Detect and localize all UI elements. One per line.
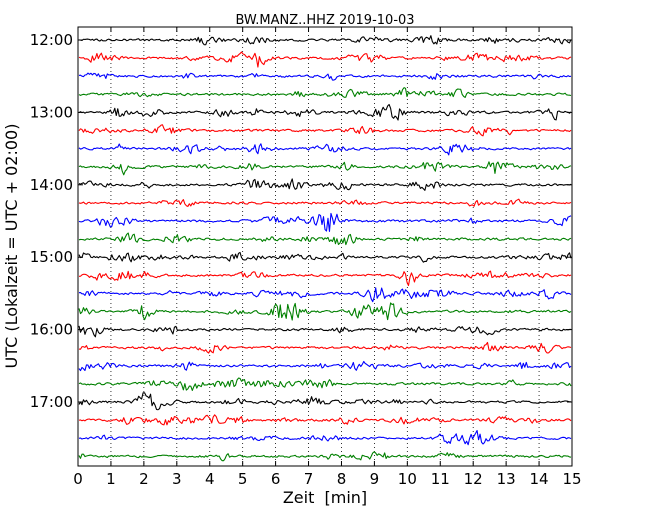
seismic-trace (78, 251, 572, 263)
y-tick-label: 15:00 (30, 248, 73, 266)
seismic-trace (78, 270, 572, 287)
x-tick-label: 0 (73, 470, 83, 488)
seismic-trace (78, 87, 572, 99)
x-tick-label: 5 (238, 470, 248, 488)
y-axis: 12:00 13:00 14:00 15:00 16:00 17:00 (30, 31, 572, 411)
seismic-trace (78, 232, 572, 246)
seismic-trace (78, 178, 572, 191)
seismic-trace (78, 35, 572, 46)
x-tick-label: 13 (497, 470, 516, 488)
y-tick-label: 14:00 (30, 176, 73, 194)
x-tick-label: 9 (370, 470, 380, 488)
seismic-trace (78, 198, 572, 207)
plot-frame (77, 26, 573, 467)
trace-group (78, 35, 572, 462)
x-tick-label: 11 (431, 470, 450, 488)
chart-title: BW.MANZ..HHZ 2019-10-03 (235, 13, 414, 28)
y-tick-label: 16:00 (30, 321, 73, 339)
x-tick-label: 4 (205, 470, 215, 488)
x-tick-label: 7 (304, 470, 314, 488)
x-tick-label: 10 (398, 470, 417, 488)
seismic-trace (78, 143, 572, 156)
seismic-trace (78, 429, 572, 446)
x-axis-label: Zeit [min] (283, 488, 367, 507)
seismic-trace (78, 212, 572, 232)
seismic-trace (78, 51, 572, 68)
x-axis: 0 1 2 3 4 5 6 7 8 9 10 11 12 13 14 15 (73, 27, 582, 488)
seismic-trace (78, 377, 572, 392)
x-tick-label: 6 (271, 470, 281, 488)
x-tick-label: 2 (139, 470, 149, 488)
seismic-trace (78, 360, 572, 372)
seismic-trace (78, 451, 572, 462)
y-tick-label: 13:00 (30, 103, 73, 121)
seismic-trace (78, 392, 572, 411)
x-tick-label: 1 (106, 470, 116, 488)
seismic-trace (78, 302, 572, 321)
vertical-grid (110, 27, 540, 466)
y-axis-label: UTC (Lokalzeit = UTC + 02:00) (2, 124, 21, 369)
seismic-trace (78, 325, 572, 338)
seismic-trace (78, 161, 572, 176)
seismic-trace (78, 414, 572, 426)
seismic-trace (78, 72, 572, 81)
x-tick-label: 14 (530, 470, 549, 488)
seismic-trace (78, 287, 572, 303)
x-tick-label: 8 (337, 470, 347, 488)
x-tick-label: 3 (172, 470, 182, 488)
x-tick-label: 15 (562, 470, 581, 488)
y-tick-label: 12:00 (30, 31, 73, 49)
y-tick-label: 17:00 (30, 393, 73, 411)
seismic-trace (78, 341, 572, 354)
seismic-trace (78, 103, 572, 121)
x-tick-label: 12 (464, 470, 483, 488)
seismic-trace (78, 124, 572, 137)
